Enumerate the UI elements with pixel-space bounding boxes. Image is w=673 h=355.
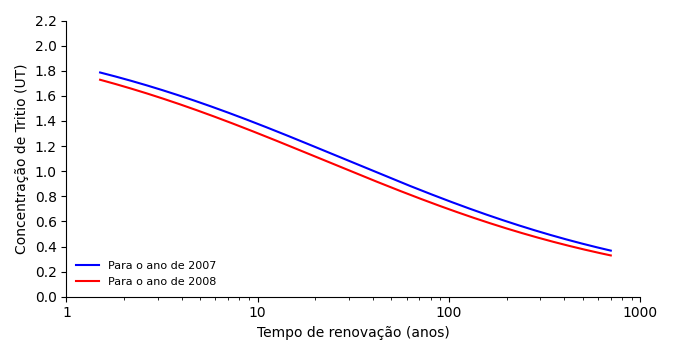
Para o ano de 2007 [345, 159, 353, 163]
Para o ano de 2008 [607, 253, 615, 258]
Para o ano de 2007 [331, 153, 339, 157]
X-axis label: Tempo de renovação (anos): Tempo de renovação (anos) [257, 326, 450, 340]
Para o ano de 2007 [592, 245, 600, 249]
Para o ano de 2008 [498, 225, 506, 229]
Para o ano de 2008 [96, 78, 104, 82]
Para o ano de 2007 [607, 248, 615, 253]
Legend: Para o ano de 2007, Para o ano de 2008: Para o ano de 2007, Para o ano de 2008 [72, 257, 220, 291]
Para o ano de 2008 [345, 168, 353, 172]
Line: Para o ano de 2007: Para o ano de 2007 [100, 72, 611, 251]
Line: Para o ano de 2008: Para o ano de 2008 [100, 80, 611, 256]
Para o ano de 2007 [592, 245, 600, 249]
Para o ano de 2008 [331, 163, 339, 167]
Y-axis label: Concentração de Tritio (UT): Concentração de Tritio (UT) [15, 63, 29, 254]
Para o ano de 2008 [122, 85, 130, 89]
Para o ano de 2008 [592, 250, 600, 254]
Para o ano de 2007 [96, 70, 104, 75]
Para o ano de 2007 [122, 77, 130, 82]
Para o ano de 2008 [592, 250, 600, 254]
Para o ano de 2007 [498, 218, 506, 222]
